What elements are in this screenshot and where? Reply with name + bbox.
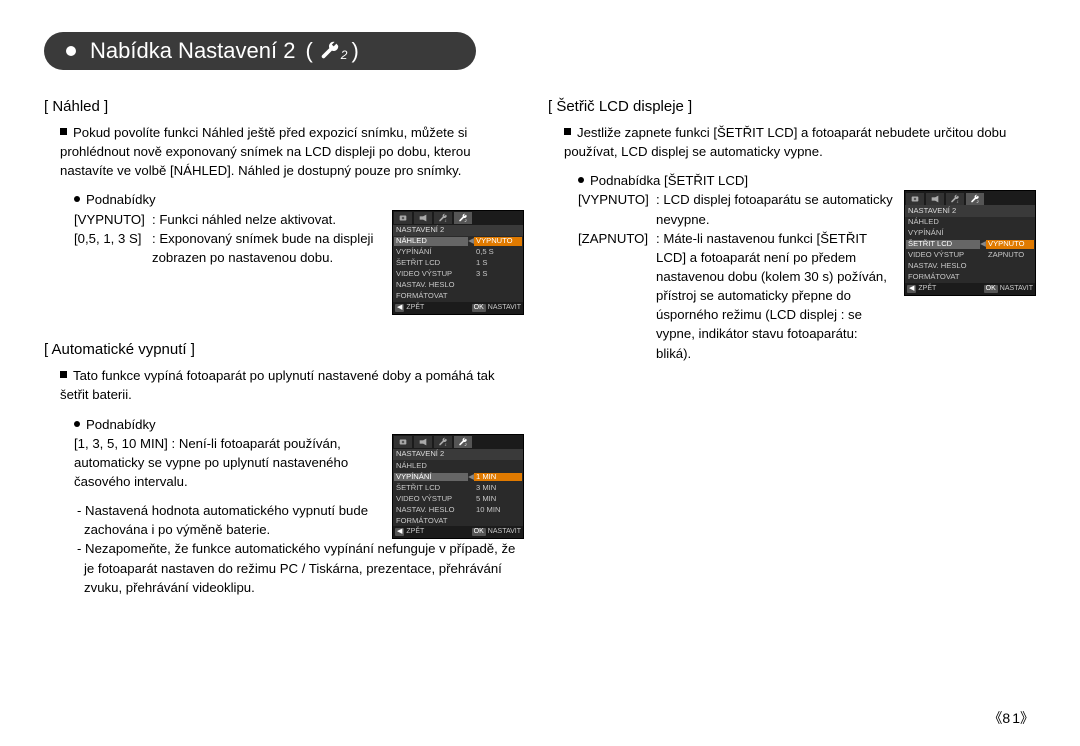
nahled-opt2-val: : Exponovaný snímek bude na displeji zob… [152, 229, 382, 267]
svg-text:1: 1 [445, 443, 447, 447]
lcd-screenshot-auto-off: 12NASTAVENÍ 2NÁHLEDVYPÍNÁNÍ◀1 MINŠETŘIT … [392, 434, 524, 540]
lcd-save-opt1-key: [VYPNUTO] [578, 190, 656, 228]
nahled-opt1-key: [VYPNUTO] [74, 210, 152, 229]
auto-off-note1: - Nastavená hodnota automatického vypnut… [84, 501, 382, 539]
lcd-save-intro-text: Jestliže zapnete funkci [ŠETŘIT LCD] a f… [564, 125, 1006, 159]
svg-text:1: 1 [445, 219, 447, 223]
dot-bullet-icon [74, 421, 80, 427]
header-subscript: 2 [341, 48, 348, 62]
lcd-save-opt2-key: [ZAPNUTO] [578, 229, 656, 363]
page-title: Nabídka Nastavení 2 [90, 38, 295, 64]
section-title-lcd-save: [ Šetřič LCD displeje ] [548, 98, 1036, 115]
square-bullet-icon [564, 128, 571, 135]
lcd-save-opt2-val: : Máte-li nastavenou funkci [ŠETŘIT LCD]… [656, 229, 894, 363]
svg-text:2: 2 [976, 200, 980, 204]
header-dot-icon [66, 46, 76, 56]
square-bullet-icon [60, 371, 67, 378]
auto-off-intro: Tato funkce vypíná fotoaparát po uplynut… [60, 366, 524, 404]
right-column: [ Šetřič LCD displeje ] Jestliže zapnete… [540, 92, 1036, 597]
auto-off-note2: - Nezapomeňte, že funkce automatického v… [84, 539, 524, 596]
nahled-sub-label: Podnabídky [74, 190, 524, 209]
nahled-opt1-val: : Funkci náhled nelze aktivovat. [152, 210, 382, 229]
auto-off-options-row: [1, 3, 5, 10 MIN] : Není-li fotoaparát p… [44, 434, 524, 540]
lcd-save-intro: Jestliže zapnete funkci [ŠETŘIT LCD] a f… [564, 123, 1036, 161]
nahled-options-text: [VYPNUTO]: Funkci náhled nelze aktivovat… [44, 210, 382, 267]
auto-off-sub-label-text: Podnabídky [86, 417, 156, 432]
section-title-nahled: [ Náhled ] [44, 98, 524, 115]
manual-page: Nabídka Nastavení 2 ( 2 ) [ Náhled ] Pok… [0, 0, 1080, 746]
auto-off-opt1-key: [1, 3, 5, 10 MIN] : [74, 436, 179, 451]
paren-open: ( [305, 38, 312, 64]
nahled-opt1: [VYPNUTO]: Funkci náhled nelze aktivovat… [74, 210, 382, 229]
nahled-intro: Pokud povolíte funkci Náhled ještě před … [60, 123, 524, 180]
lcd-save-options-text: [VYPNUTO]: LCD displej fotoaparátu se au… [548, 190, 894, 362]
lcd-save-opt2: [ZAPNUTO]: Máte-li nastavenou funkci [ŠE… [578, 229, 894, 363]
page-header-pill: Nabídka Nastavení 2 ( 2 ) [44, 32, 476, 70]
auto-off-intro-text: Tato funkce vypíná fotoaparát po uplynut… [60, 368, 495, 402]
lcd-save-sub-label-text: Podnabídka [ŠETŘIT LCD] [590, 173, 748, 188]
nahled-sub-label-text: Podnabídky [86, 192, 156, 207]
paren-close: ) [351, 38, 358, 64]
auto-off-sub-label: Podnabídky [74, 415, 524, 434]
auto-off-opt1: [1, 3, 5, 10 MIN] : Není-li fotoaparát p… [74, 434, 382, 491]
section-title-auto-off: [ Automatické vypnutí ] [44, 341, 524, 358]
svg-text:2: 2 [464, 219, 468, 223]
page-number: 81 [988, 708, 1036, 728]
lcd-save-sub-label: Podnabídka [ŠETŘIT LCD] [578, 171, 1036, 190]
svg-text:1: 1 [957, 200, 959, 204]
auto-off-options-text: [1, 3, 5, 10 MIN] : Není-li fotoaparát p… [44, 434, 382, 540]
lcd-screenshot-nahled: 12NASTAVENÍ 2NÁHLED◀VYPNUTOVYPÍNÁNÍ0,5 S… [392, 210, 524, 316]
left-column: [ Náhled ] Pokud povolíte funkci Náhled … [44, 92, 540, 597]
square-bullet-icon [60, 128, 67, 135]
dot-bullet-icon [74, 196, 80, 202]
wrench-icon [319, 40, 341, 62]
dot-bullet-icon [578, 177, 584, 183]
lcd-save-opt1-val: : LCD displej fotoaparátu se automaticky… [656, 190, 894, 228]
nahled-opt2: [0,5, 1, 3 S]: Exponovaný snímek bude na… [74, 229, 382, 267]
lcd-screenshot-lcd-save: 12NASTAVENÍ 2NÁHLEDVYPÍNÁNÍŠETŘIT LCD◀VY… [904, 190, 1036, 296]
svg-text:2: 2 [464, 443, 468, 447]
content-columns: [ Náhled ] Pokud povolíte funkci Náhled … [44, 92, 1036, 597]
nahled-options-row: [VYPNUTO]: Funkci náhled nelze aktivovat… [44, 210, 524, 316]
lcd-save-options-row: [VYPNUTO]: LCD displej fotoaparátu se au… [548, 190, 1036, 362]
nahled-intro-text: Pokud povolíte funkci Náhled ještě před … [60, 125, 471, 178]
nahled-opt2-key: [0,5, 1, 3 S] [74, 229, 152, 267]
lcd-save-opt1: [VYPNUTO]: LCD displej fotoaparátu se au… [578, 190, 894, 228]
